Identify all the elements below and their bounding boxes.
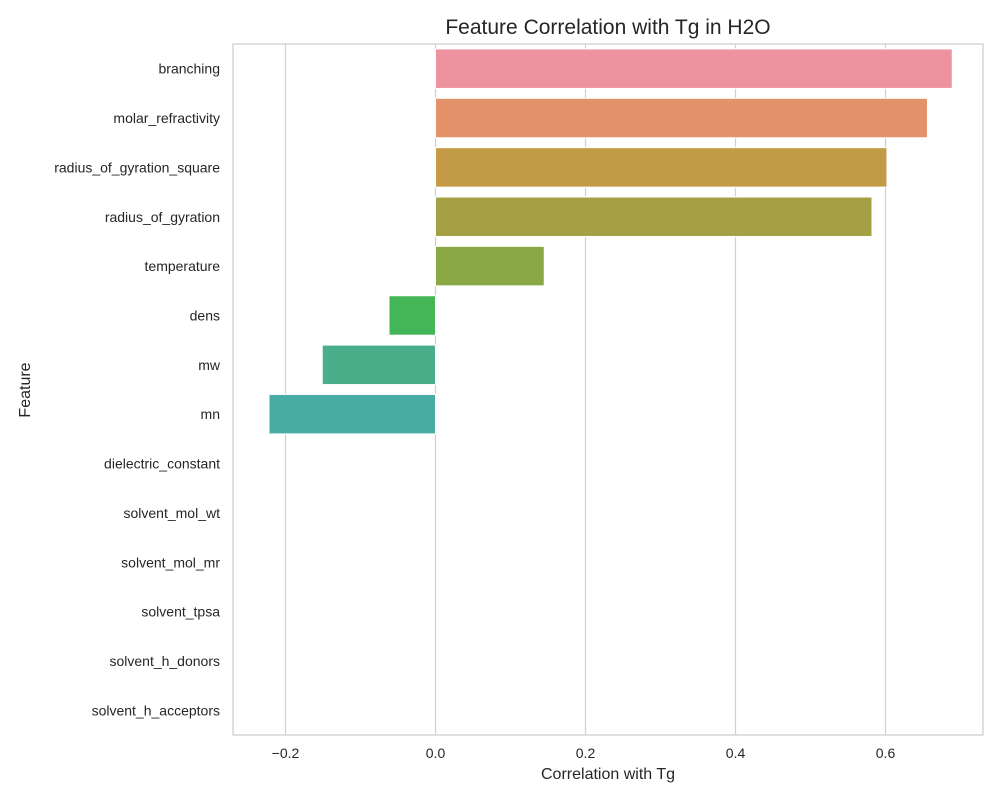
y-tick-labels: branching molar_refractivity radius_of_gyr… <box>54 61 221 719</box>
y-tick-label: dens <box>190 307 220 323</box>
x-tick-label: 0.4 <box>726 745 746 761</box>
bar-mw <box>322 345 435 384</box>
y-tick-label: radius_of_gyration <box>105 209 220 225</box>
y-tick-label: solvent_mol_wt <box>124 505 221 521</box>
y-tick-label: dielectric_constant <box>104 456 220 472</box>
bars <box>269 49 952 434</box>
y-tick-label: solvent_h_donors <box>109 653 220 669</box>
x-tick-label: 0.6 <box>876 745 896 761</box>
y-tick-label: solvent_tpsa <box>141 604 220 620</box>
x-tick-label: −0.2 <box>272 745 300 761</box>
y-tick-label: solvent_mol_mr <box>121 554 220 570</box>
bar-molar-refractivity <box>436 98 928 137</box>
y-tick-label: temperature <box>145 258 221 274</box>
x-tick-label: 0.0 <box>426 745 446 761</box>
bar-dens <box>389 296 436 335</box>
bar-branching <box>436 49 953 88</box>
bar-mn <box>269 394 436 433</box>
y-axis-label: Feature <box>17 362 34 417</box>
y-tick-label: molar_refractivity <box>113 110 220 126</box>
chart-title: Feature Correlation with Tg in H2O <box>445 16 770 39</box>
bar-temperature <box>436 246 545 285</box>
y-tick-label: radius_of_gyration_square <box>54 159 220 175</box>
bar-radius-of-gyration-square <box>436 148 888 187</box>
bar-radius-of-gyration <box>436 197 873 236</box>
y-tick-label: mn <box>201 406 220 422</box>
y-tick-label: mw <box>198 357 221 373</box>
x-tick-labels: −0.2 0.0 0.2 0.4 0.6 <box>272 745 896 761</box>
x-axis-label: Correlation with Tg <box>541 766 675 783</box>
y-tick-label: solvent_h_acceptors <box>92 702 220 718</box>
x-tick-label: 0.2 <box>576 745 596 761</box>
y-tick-label: branching <box>159 61 221 77</box>
